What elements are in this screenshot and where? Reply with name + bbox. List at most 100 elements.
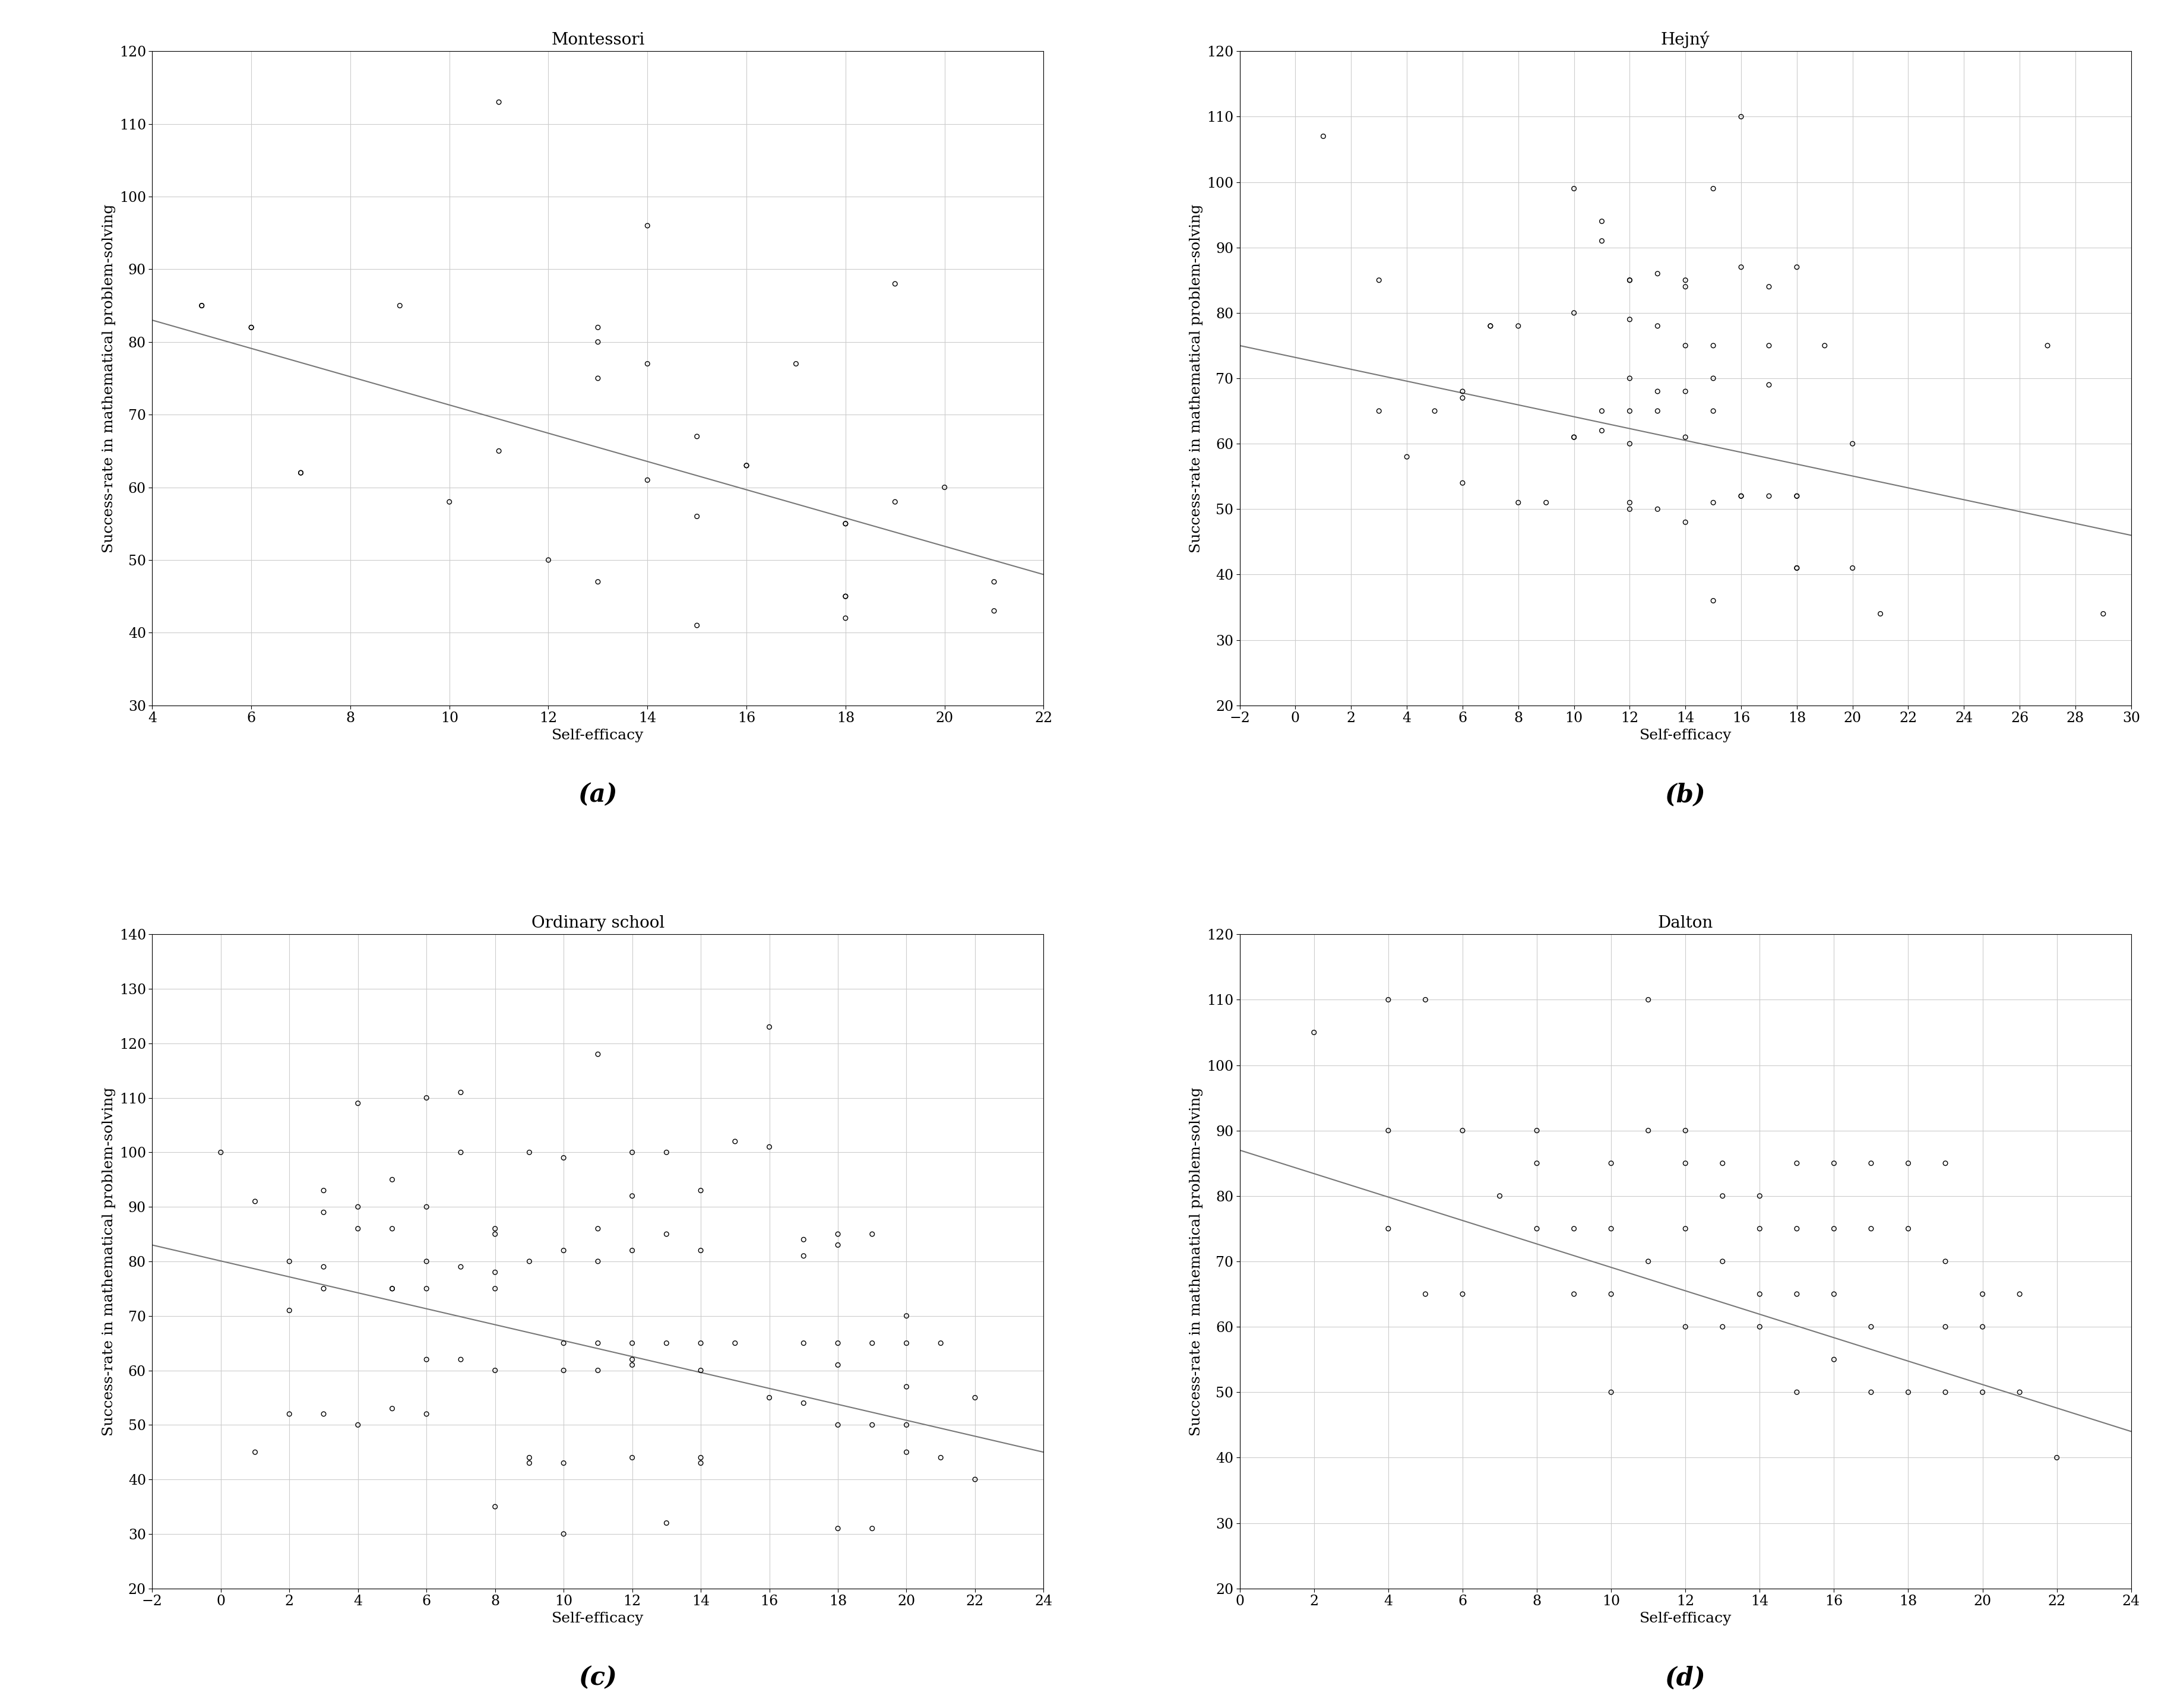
- Point: [235, 314, 270, 342]
- Point: [615, 1139, 650, 1167]
- Point: [1361, 398, 1396, 425]
- Point: [889, 1411, 924, 1438]
- Point: [1704, 1313, 1739, 1341]
- Point: [1446, 470, 1480, 497]
- Point: [787, 1242, 822, 1269]
- Point: [1557, 424, 1591, 451]
- Point: [2031, 331, 2065, 359]
- Point: [854, 1221, 889, 1249]
- Point: [1407, 1281, 1441, 1308]
- Point: [889, 1329, 924, 1356]
- Point: [683, 1450, 717, 1477]
- Point: [1585, 398, 1620, 425]
- Point: [889, 1438, 924, 1465]
- Point: [1928, 1378, 1963, 1406]
- Point: [924, 1329, 959, 1356]
- Point: [683, 1237, 717, 1264]
- Point: [341, 1194, 376, 1221]
- Point: [1528, 488, 1563, 516]
- Point: [1500, 313, 1535, 340]
- Point: [1594, 1378, 1628, 1406]
- Point: [1361, 266, 1396, 294]
- Y-axis label: Success-rate in mathematical problem-solving: Success-rate in mathematical problem-sol…: [102, 203, 115, 553]
- Point: [820, 1231, 854, 1259]
- Point: [1483, 1182, 1517, 1209]
- Point: [580, 314, 615, 342]
- Point: [1778, 1281, 1813, 1308]
- Point: [443, 1139, 478, 1167]
- Point: [374, 1395, 409, 1423]
- Point: [307, 1199, 341, 1226]
- Point: [1630, 986, 1665, 1013]
- Point: [580, 1249, 615, 1276]
- Title: Dalton: Dalton: [1657, 915, 1713, 931]
- Point: [1594, 1281, 1628, 1308]
- Point: [1520, 1214, 1554, 1242]
- Point: [1852, 1313, 1887, 1341]
- Point: [1639, 398, 1674, 425]
- Point: [1696, 488, 1731, 516]
- Point: [976, 569, 1011, 596]
- Point: [478, 1493, 513, 1520]
- Point: [478, 1214, 513, 1242]
- Point: [409, 1194, 443, 1221]
- Point: [1891, 1214, 1926, 1242]
- Point: [1750, 331, 1785, 359]
- Point: [1724, 482, 1759, 509]
- Point: [1585, 208, 1620, 236]
- Point: [1611, 430, 1646, 458]
- Point: [307, 1177, 341, 1204]
- Point: [1778, 555, 1813, 582]
- Point: [204, 1139, 239, 1167]
- Point: [630, 466, 665, 494]
- Point: [237, 1438, 272, 1465]
- Point: [433, 488, 467, 516]
- Point: [1472, 313, 1507, 340]
- Point: [580, 1356, 615, 1383]
- Point: [1891, 1378, 1926, 1406]
- Title: Montessori: Montessori: [550, 32, 644, 48]
- Point: [1446, 384, 1480, 412]
- Point: [1446, 1117, 1480, 1144]
- Point: [1639, 495, 1674, 523]
- Point: [683, 1177, 717, 1204]
- Point: [889, 1301, 924, 1329]
- Point: [1370, 1117, 1404, 1144]
- Point: [409, 1274, 443, 1301]
- Point: [615, 1443, 650, 1471]
- Point: [1407, 986, 1441, 1013]
- Point: [409, 1249, 443, 1276]
- Point: [1815, 1281, 1850, 1308]
- Point: [546, 1520, 580, 1547]
- Point: [889, 1373, 924, 1401]
- Point: [272, 1249, 307, 1276]
- Point: [580, 1040, 615, 1068]
- Point: [1815, 1346, 1850, 1373]
- Text: (b): (b): [1665, 782, 1704, 808]
- Point: [1611, 364, 1646, 391]
- Point: [1724, 102, 1759, 130]
- Point: [185, 292, 220, 319]
- Point: [237, 1187, 272, 1214]
- Point: [1520, 1117, 1554, 1144]
- Point: [478, 1259, 513, 1286]
- Point: [409, 1401, 443, 1428]
- Point: [511, 1450, 546, 1477]
- Point: [957, 1465, 991, 1493]
- Point: [307, 1401, 341, 1428]
- Point: [683, 1329, 717, 1356]
- Point: [728, 453, 763, 480]
- Point: [383, 292, 417, 319]
- Point: [648, 1329, 683, 1356]
- Point: [478, 1356, 513, 1383]
- Point: [828, 582, 863, 610]
- Point: [1704, 1249, 1739, 1276]
- Point: [1778, 1378, 1813, 1406]
- Point: [878, 270, 913, 297]
- Point: [1472, 313, 1507, 340]
- Point: [185, 292, 220, 319]
- Point: [1741, 1281, 1776, 1308]
- Point: [443, 1346, 478, 1373]
- Y-axis label: Success-rate in mathematical problem-solving: Success-rate in mathematical problem-sol…: [102, 1086, 115, 1436]
- Point: [1630, 1117, 1665, 1144]
